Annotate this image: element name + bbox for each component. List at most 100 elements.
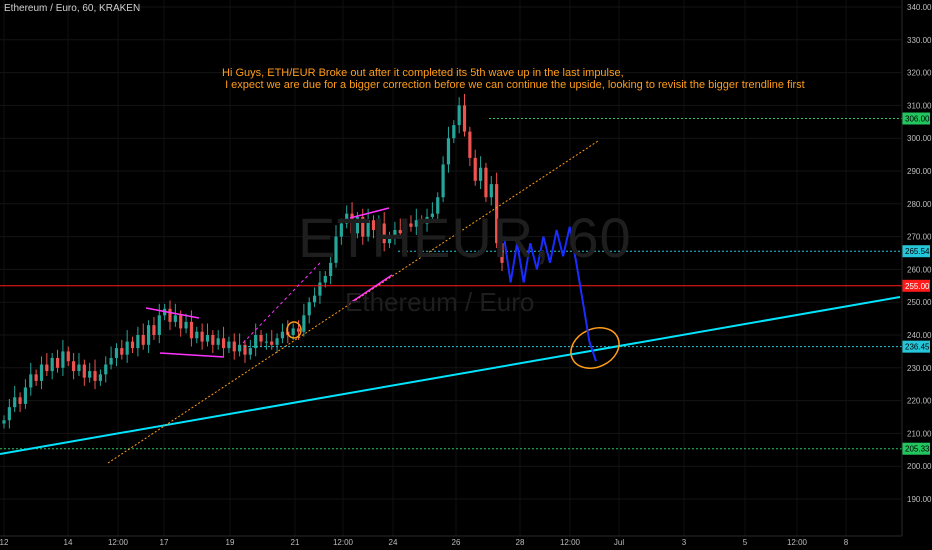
candle-body — [473, 157, 477, 181]
pennant-line-4 — [349, 274, 393, 304]
y-tick-label: 340.00 — [907, 3, 932, 12]
y-tick-label: 240.00 — [907, 331, 932, 340]
y-tick-label: 190.00 — [907, 495, 932, 504]
candle-body — [23, 387, 28, 404]
x-tick-label: 28 — [516, 538, 525, 547]
candle-body — [243, 344, 247, 355]
candle-body — [50, 357, 54, 372]
candle-body — [270, 341, 274, 345]
x-tick-label: 12:00 — [333, 538, 354, 547]
candle-body — [318, 282, 322, 296]
y-tick-label: 330.00 — [907, 36, 932, 45]
candle-body — [436, 197, 440, 214]
candle-body — [361, 216, 365, 237]
candle-body — [264, 341, 268, 343]
candle-body — [114, 348, 119, 358]
pennant-line-3 — [349, 207, 390, 219]
drawings — [0, 140, 901, 464]
x-tick-label: Jul — [614, 538, 624, 547]
y-tick-label: 320.00 — [907, 69, 932, 78]
candle-body — [462, 105, 467, 132]
pennant-line-2 — [159, 352, 225, 358]
y-tick-label: 220.00 — [907, 397, 932, 406]
candles — [2, 93, 504, 429]
main-trendline[interactable] — [0, 296, 901, 455]
time-axis[interactable]: 12 14 12:00 17 19 21 12:00 24 26 28 12:00 Jul 3 5 12:0… — [0, 535, 902, 547]
symbol-title: Ethereum / Euro, 60, KRAKEN — [4, 3, 141, 14]
candle-body — [393, 230, 397, 237]
candle-body — [457, 105, 461, 126]
price-level-label: 255.00 — [905, 282, 930, 291]
candle-body — [334, 236, 338, 263]
y-tick-label: 270.00 — [907, 233, 932, 242]
candle-body — [495, 184, 499, 244]
candle-body — [307, 302, 311, 316]
candle-body — [184, 321, 188, 329]
candle-body — [141, 335, 145, 345]
candle-body — [280, 331, 285, 339]
chart-annotation: Hi Guys, ETH/EUR Broke out after it comp… — [222, 67, 805, 91]
candle-body — [478, 167, 483, 181]
price-level-badge — [902, 340, 930, 353]
x-tick-label: 8 — [844, 538, 849, 547]
candle-body — [420, 220, 424, 224]
candle-body — [312, 295, 317, 303]
candle-body — [211, 335, 215, 345]
x-tick-label: 24 — [389, 538, 398, 547]
candle-body — [61, 351, 65, 368]
price-level-label: 236.45 — [905, 343, 930, 352]
candle-body — [323, 275, 327, 283]
candle-body — [136, 335, 140, 349]
x-tick-label: 26 — [452, 538, 461, 547]
candle-body — [216, 338, 220, 345]
candle-body — [430, 213, 434, 217]
y-tick-label: 200.00 — [907, 462, 932, 471]
candle-body — [446, 138, 451, 165]
projection-path — [503, 226, 597, 362]
candle-body — [88, 371, 92, 378]
candle-body — [125, 341, 129, 355]
candle-body — [355, 216, 360, 234]
candle-body — [409, 223, 413, 227]
candle-body — [468, 131, 472, 158]
candle-body — [238, 344, 242, 352]
candle-body — [200, 331, 204, 342]
y-tick-label: 230.00 — [907, 364, 932, 373]
candle-body — [500, 243, 504, 263]
candle-body — [45, 364, 49, 372]
candle-body — [404, 223, 408, 234]
y-tick-label: 260.00 — [907, 265, 932, 274]
candle-body — [414, 220, 418, 227]
y-tick-label: 250.00 — [907, 298, 932, 307]
candle-body — [484, 167, 488, 198]
candle-body — [489, 184, 493, 198]
candle-body — [120, 348, 124, 355]
candle-body — [296, 328, 301, 332]
candle-body — [109, 357, 113, 365]
price-level-badge — [902, 279, 930, 292]
pennant-line-1 — [145, 307, 200, 319]
price-level-label: 265.54 — [905, 247, 930, 256]
candle-body — [345, 213, 349, 224]
y-tick-label: 210.00 — [907, 429, 932, 438]
x-tick-label: 12:00 — [787, 538, 808, 547]
candle-body — [18, 397, 22, 404]
candle-body — [173, 315, 177, 322]
annotation-line-1: Hi Guys, ETH/EUR Broke out after it comp… — [222, 67, 624, 79]
price-level-badge — [902, 245, 930, 258]
candle-body — [371, 220, 376, 231]
minor-trendline[interactable] — [107, 140, 599, 464]
candle-body — [248, 348, 252, 355]
candle-body — [179, 315, 183, 329]
candle-body — [382, 223, 386, 244]
candle-body — [425, 216, 429, 224]
y-tick-label: 310.00 — [907, 101, 932, 110]
y-tick-label: 280.00 — [907, 200, 932, 209]
candle-body — [189, 321, 194, 339]
candle-body — [232, 341, 236, 352]
candle-body — [34, 374, 38, 381]
price-axis[interactable]: 190.00 200.00 210.00 220.00 230.00 240.00 250.… — [901, 0, 932, 536]
x-tick-label: 19 — [226, 538, 235, 547]
watermark-name: Ethereum / Euro — [345, 287, 535, 317]
